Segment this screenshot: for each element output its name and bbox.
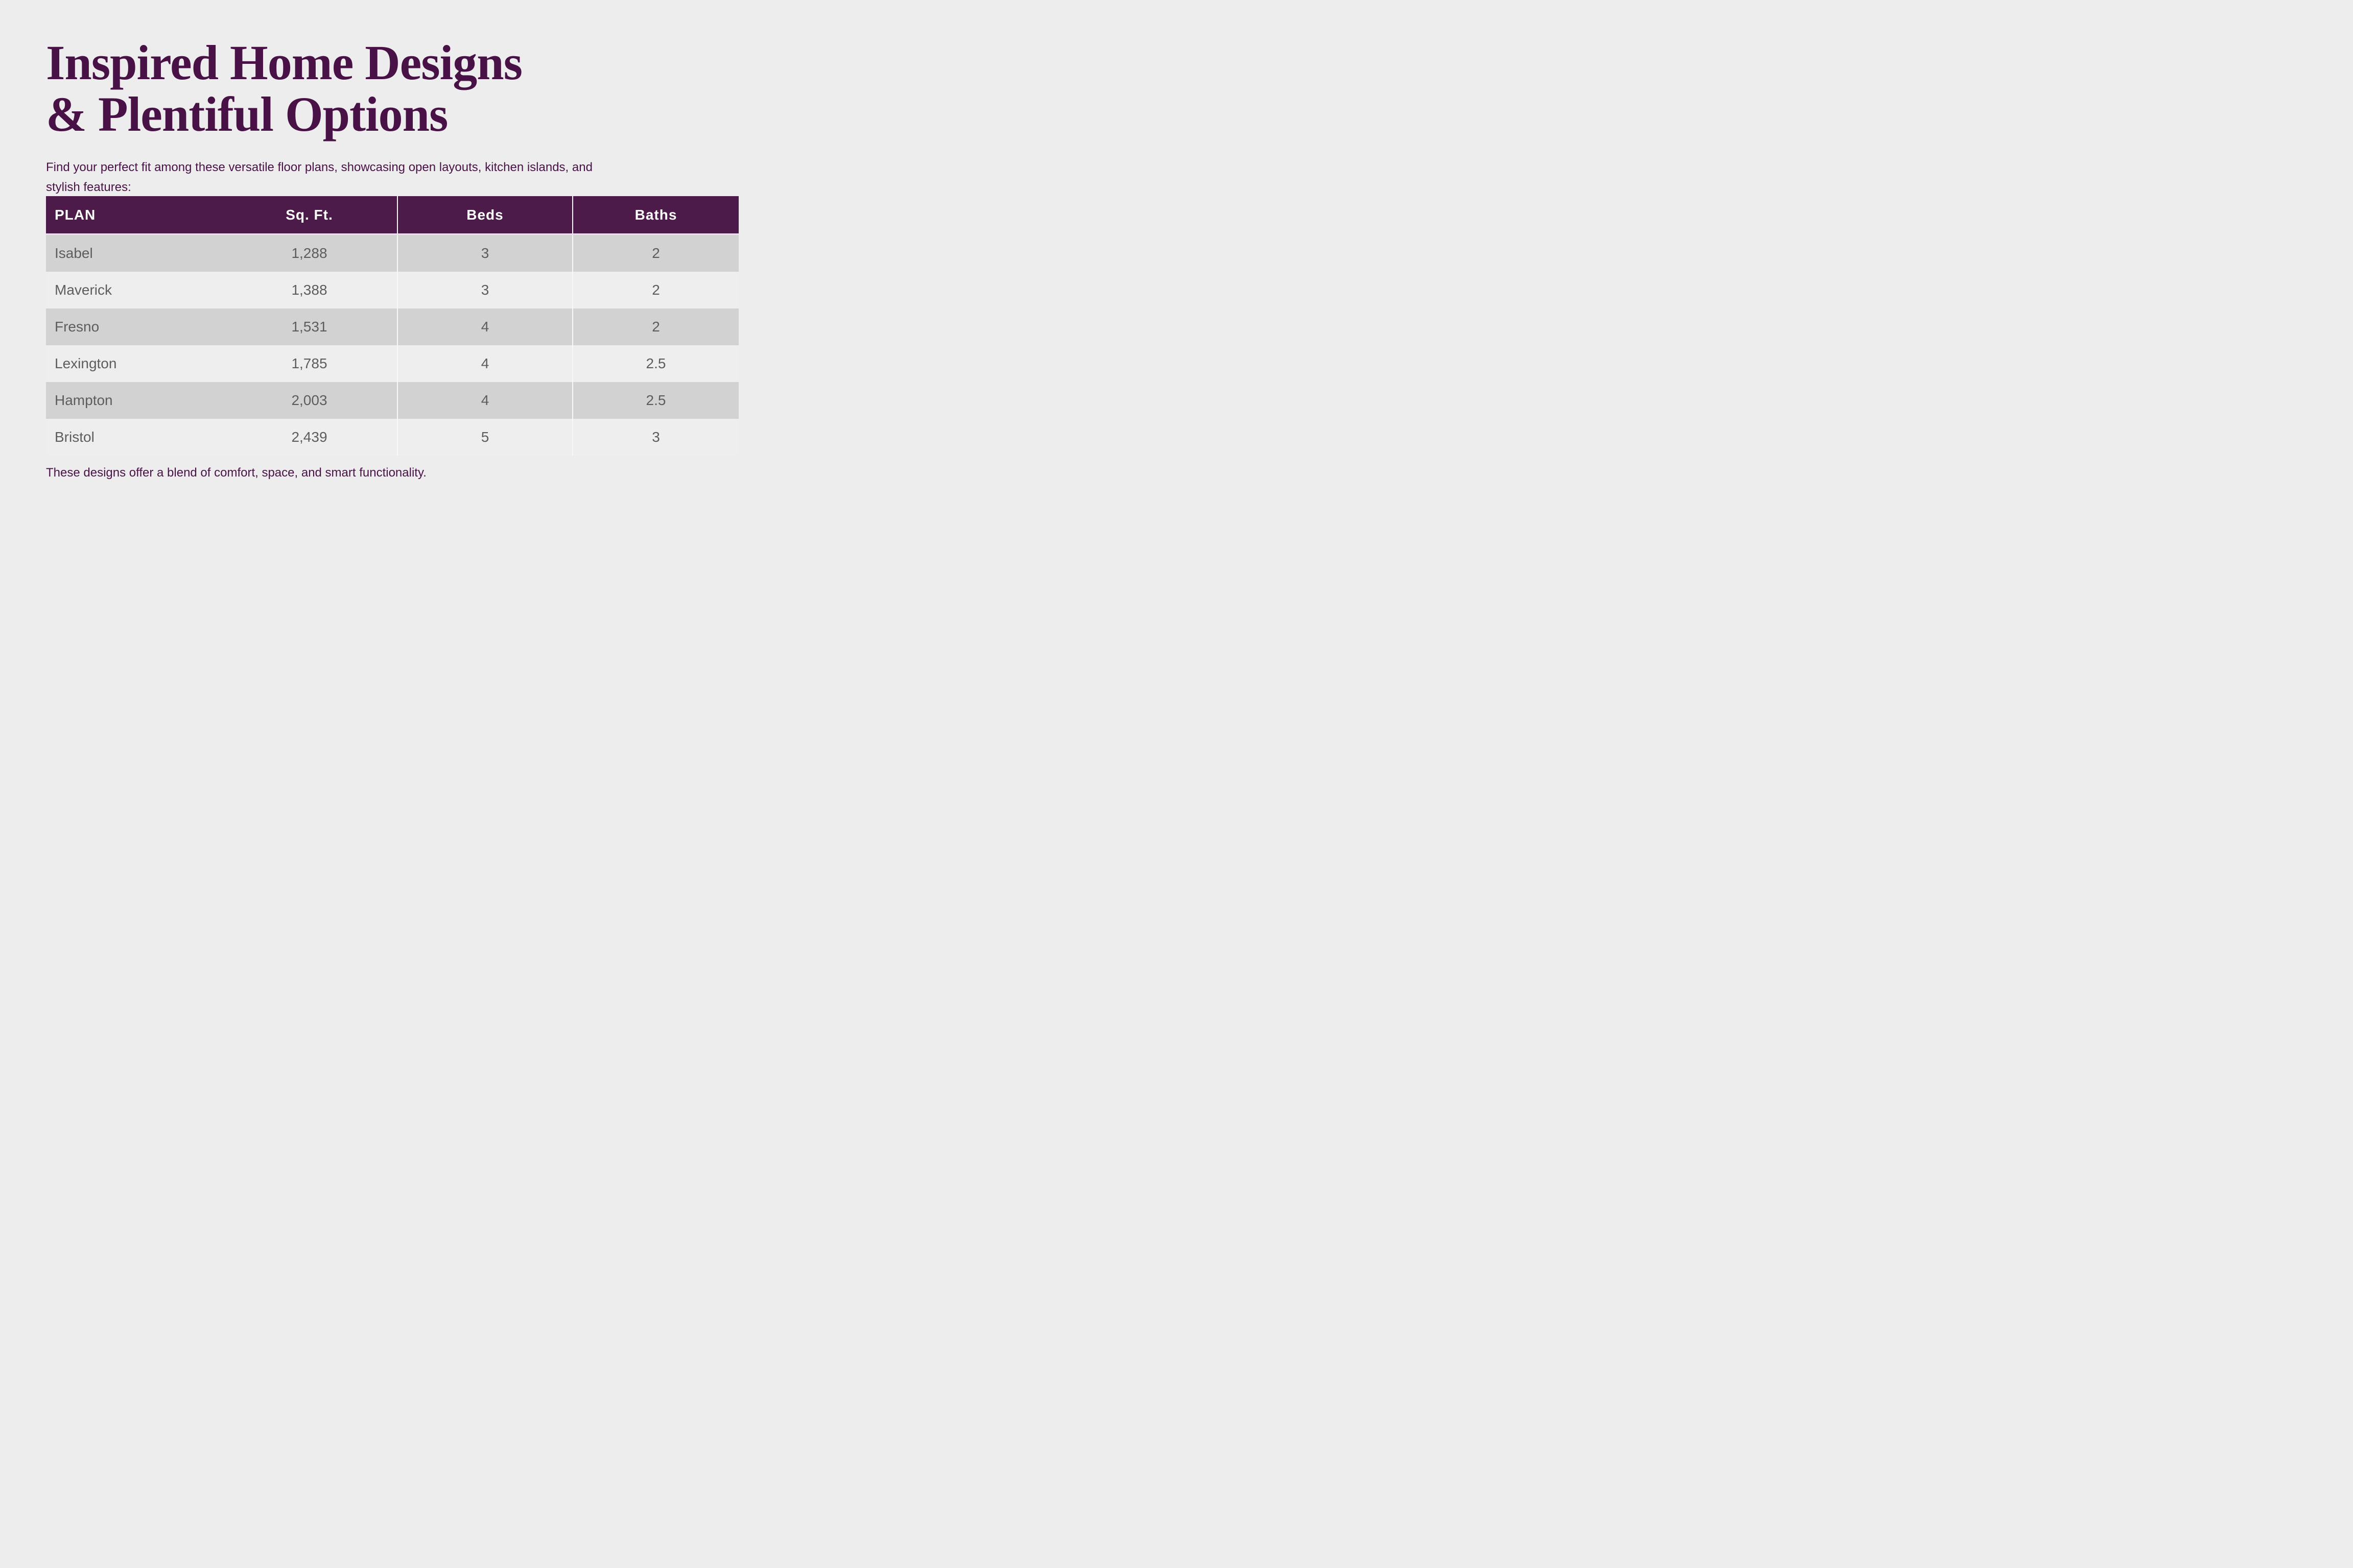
- col-header-plan: PLAN: [46, 196, 222, 235]
- col-header-baths: Baths: [572, 196, 739, 235]
- cell-beds: 3: [397, 272, 572, 308]
- page-subtitle-line-2: stylish features:: [46, 180, 131, 194]
- col-header-beds: Beds: [397, 196, 572, 235]
- cell-baths: 2: [572, 272, 739, 308]
- table-row: Bristol 2,439 5 3: [46, 419, 739, 456]
- table-row: Lexington 1,785 4 2.5: [46, 345, 739, 382]
- table-row: Hampton 2,003 4 2.5: [46, 382, 739, 419]
- cell-plan: Hampton: [46, 382, 222, 419]
- cell-sqft: 1,388: [222, 272, 397, 308]
- page-title-line-2: & Plentiful Options: [46, 87, 448, 141]
- cell-sqft: 1,288: [222, 235, 397, 272]
- page-subtitle: Find your perfect fit among these versat…: [46, 157, 593, 197]
- cell-beds: 4: [397, 382, 572, 419]
- cell-sqft: 2,439: [222, 419, 397, 456]
- cell-beds: 5: [397, 419, 572, 456]
- cell-beds: 4: [397, 345, 572, 382]
- cell-beds: 3: [397, 235, 572, 272]
- table-row: Isabel 1,288 3 2: [46, 235, 739, 272]
- cell-baths: 2.5: [572, 382, 739, 419]
- cell-plan: Fresno: [46, 308, 222, 345]
- cell-plan: Maverick: [46, 272, 222, 308]
- cell-sqft: 1,531: [222, 308, 397, 345]
- table-row: Maverick 1,388 3 2: [46, 272, 739, 308]
- page: Inspired Home Designs & Plentiful Option…: [0, 0, 785, 523]
- table-row: Fresno 1,531 4 2: [46, 308, 739, 345]
- cell-plan: Isabel: [46, 235, 222, 272]
- cell-sqft: 1,785: [222, 345, 397, 382]
- page-footer: These designs offer a blend of comfort, …: [46, 466, 427, 480]
- table-header-row: PLAN Sq. Ft. Beds Baths: [46, 196, 739, 235]
- cell-sqft: 2,003: [222, 382, 397, 419]
- cell-beds: 4: [397, 308, 572, 345]
- page-subtitle-line-1: Find your perfect fit among these versat…: [46, 160, 593, 174]
- cell-baths: 2.5: [572, 345, 739, 382]
- page-title: Inspired Home Designs & Plentiful Option…: [46, 35, 523, 141]
- cell-plan: Bristol: [46, 419, 222, 456]
- floor-plans-table: PLAN Sq. Ft. Beds Baths Isabel 1,288 3 2…: [46, 196, 739, 456]
- cell-baths: 2: [572, 235, 739, 272]
- cell-baths: 3: [572, 419, 739, 456]
- cell-baths: 2: [572, 308, 739, 345]
- col-header-sqft: Sq. Ft.: [222, 196, 397, 235]
- page-title-line-1: Inspired Home Designs: [46, 35, 523, 90]
- cell-plan: Lexington: [46, 345, 222, 382]
